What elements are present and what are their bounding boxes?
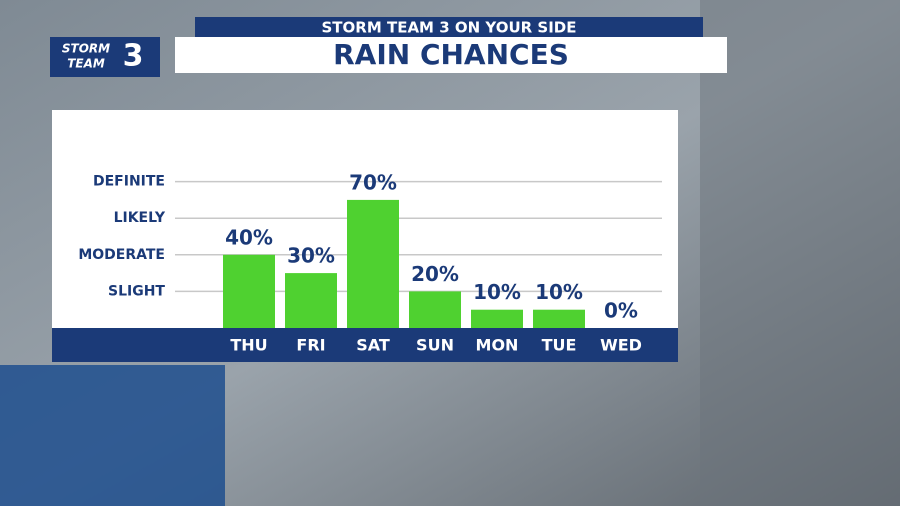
x-tick-label: SAT [356, 336, 390, 355]
bar [347, 199, 399, 328]
logo-number: 3 [123, 39, 144, 74]
background-panel [0, 365, 225, 506]
y-tick-label: MODERATE [78, 247, 165, 263]
bar [533, 309, 585, 328]
value-label: 10% [473, 280, 521, 304]
x-tick-label: WED [600, 336, 642, 355]
bar [471, 309, 523, 328]
x-tick-label: SUN [416, 336, 454, 355]
logo-text: STORM [62, 42, 110, 56]
bar [223, 254, 275, 328]
background-panel [700, 0, 900, 506]
y-tick-label: DEFINITE [93, 174, 165, 190]
value-label: 10% [535, 280, 583, 304]
x-tick-label: MON [476, 336, 519, 355]
title-box [175, 37, 727, 73]
bar [285, 273, 337, 328]
value-label: 20% [411, 262, 459, 286]
subtitle-bar [195, 17, 703, 37]
logo-text: TEAM [67, 57, 105, 71]
x-tick-label: TUE [542, 336, 577, 355]
value-label: 70% [349, 170, 397, 194]
title: RAIN CHANCES [333, 38, 569, 71]
subtitle: STORM TEAM 3 ON YOUR SIDE [321, 19, 576, 37]
y-tick-label: LIKELY [114, 210, 166, 226]
y-tick-label: SLIGHT [108, 283, 165, 299]
value-label: 30% [287, 244, 335, 268]
value-label: 0% [604, 299, 638, 323]
bar [409, 291, 461, 328]
category-strip [52, 328, 678, 362]
x-tick-label: FRI [296, 336, 325, 355]
value-label: 40% [225, 225, 273, 249]
x-tick-label: THU [230, 336, 267, 355]
logo [50, 37, 160, 77]
